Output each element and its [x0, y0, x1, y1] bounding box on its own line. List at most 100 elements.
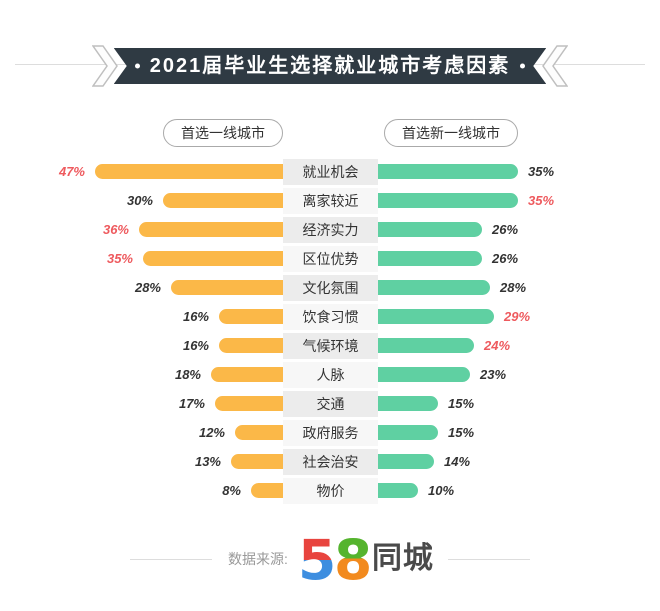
category-label: 文化氛围: [283, 274, 378, 301]
right-bar-zone: 15%: [378, 425, 660, 440]
right-bar-zone: 10%: [378, 483, 660, 498]
footer: 数据来源: 5: [0, 534, 660, 584]
value-label-left: 12%: [198, 425, 225, 440]
data-source-label: 数据来源:: [228, 551, 288, 567]
chart-row: 28% 文化氛围 28%: [0, 273, 660, 302]
value-label-right: 15%: [448, 425, 475, 440]
bar-left: [219, 338, 283, 353]
left-bar-zone: 12%: [0, 425, 283, 440]
category-label: 物价: [283, 477, 378, 504]
bar-right: [378, 367, 470, 382]
bar-left: [143, 251, 283, 266]
page-title: 2021届毕业生选择就业城市考虑因素: [149, 55, 511, 77]
chart-row: 12% 政府服务 15%: [0, 418, 660, 447]
chart-row: 16% 气候环境 24%: [0, 331, 660, 360]
bar-left: [215, 396, 283, 411]
left-bar-zone: 17%: [0, 396, 283, 411]
bar-right: [378, 338, 474, 353]
logo-58-icon: 5 8: [298, 536, 370, 582]
bar-right: [378, 454, 434, 469]
category-label: 区位优势: [283, 245, 378, 272]
chart-row: 18% 人脉 23%: [0, 360, 660, 389]
value-label-left: 30%: [126, 193, 153, 208]
bar-right: [378, 251, 482, 266]
value-label-left: 17%: [178, 396, 205, 411]
right-bar-zone: 35%: [378, 164, 660, 179]
left-bar-zone: 47%: [0, 164, 283, 179]
value-label-right: 26%: [492, 222, 519, 237]
chart-row: 13% 社会治安 14%: [0, 447, 660, 476]
right-bar-zone: 26%: [378, 222, 660, 237]
value-label-left: 28%: [134, 280, 161, 295]
bar-right: [378, 193, 518, 208]
value-label-right: 10%: [428, 483, 455, 498]
value-label-left: 13%: [194, 454, 221, 469]
chart-row: 17% 交通 15%: [0, 389, 660, 418]
legend-new-first-tier-pill: 首选新一线城市: [384, 119, 518, 147]
title-area: 2021届毕业生选择就业城市考虑因素: [0, 44, 660, 88]
legend-first-tier-pill: 首选一线城市: [163, 119, 283, 147]
value-label-left: 8%: [222, 483, 241, 498]
logo-58tongcheng: 5 8 同城: [298, 536, 434, 582]
bar-left: [231, 454, 283, 469]
bar-left: [235, 425, 283, 440]
right-bar-zone: 29%: [378, 309, 660, 324]
category-label: 政府服务: [283, 419, 378, 446]
category-label: 饮食习惯: [283, 303, 378, 330]
category-label: 经济实力: [283, 216, 378, 243]
value-label-right: 35%: [528, 164, 555, 179]
ribbon-dot-left-icon: [135, 64, 140, 69]
right-bar-zone: 28%: [378, 280, 660, 295]
right-bar-zone: 15%: [378, 396, 660, 411]
bar-left: [163, 193, 283, 208]
right-bar-zone: 35%: [378, 193, 660, 208]
ribbon-dot-right-icon: [520, 64, 525, 69]
right-bar-zone: 23%: [378, 367, 660, 382]
value-label-right: 28%: [500, 280, 527, 295]
bar-left: [139, 222, 283, 237]
bar-chart: 47% 就业机会 35% 30% 离家较近 35% 36% 经济实力 26% 35% 区位优势 26%…: [0, 157, 660, 505]
category-label: 社会治安: [283, 448, 378, 475]
category-label: 人脉: [283, 361, 378, 388]
bar-right: [378, 425, 438, 440]
value-label-right: 23%: [480, 367, 507, 382]
footer-line-right: [447, 558, 530, 560]
left-bar-zone: 8%: [0, 483, 283, 498]
bar-right: [378, 483, 418, 498]
bar-right: [378, 309, 494, 324]
footer-line-left: [130, 558, 213, 560]
left-bar-zone: 16%: [0, 309, 283, 324]
bar-left: [219, 309, 283, 324]
right-bar-zone: 14%: [378, 454, 660, 469]
chart-row: 47% 就业机会 35%: [0, 157, 660, 186]
left-bar-zone: 36%: [0, 222, 283, 237]
value-label-right: 35%: [528, 193, 555, 208]
left-bar-zone: 13%: [0, 454, 283, 469]
value-label-left: 18%: [174, 367, 201, 382]
value-label-left: 16%: [182, 309, 209, 324]
bar-left: [171, 280, 283, 295]
category-label: 离家较近: [283, 187, 378, 214]
value-label-left: 36%: [102, 222, 129, 237]
ribbon-fold-right-icon: [542, 45, 569, 87]
bar-right: [378, 280, 490, 295]
value-label-right: 29%: [504, 309, 531, 324]
value-label-right: 14%: [444, 454, 471, 469]
bar-left: [211, 367, 283, 382]
chart-row: 36% 经济实力 26%: [0, 215, 660, 244]
title-ribbon: 2021届毕业生选择就业城市考虑因素: [0, 44, 660, 88]
chart-row: 16% 饮食习惯 29%: [0, 302, 660, 331]
svg-text:5: 5: [298, 536, 336, 582]
left-bar-zone: 18%: [0, 367, 283, 382]
svg-text:8: 8: [334, 536, 370, 582]
bar-left: [95, 164, 283, 179]
right-bar-zone: 26%: [378, 251, 660, 266]
logo-brand-text: 同城: [371, 542, 434, 575]
value-label-left: 16%: [182, 338, 209, 353]
right-bar-zone: 24%: [378, 338, 660, 353]
title-banner: 2021届毕业生选择就业城市考虑因素: [114, 48, 547, 84]
category-label: 就业机会: [283, 158, 378, 185]
left-bar-zone: 28%: [0, 280, 283, 295]
chart-row: 8% 物价 10%: [0, 476, 660, 505]
